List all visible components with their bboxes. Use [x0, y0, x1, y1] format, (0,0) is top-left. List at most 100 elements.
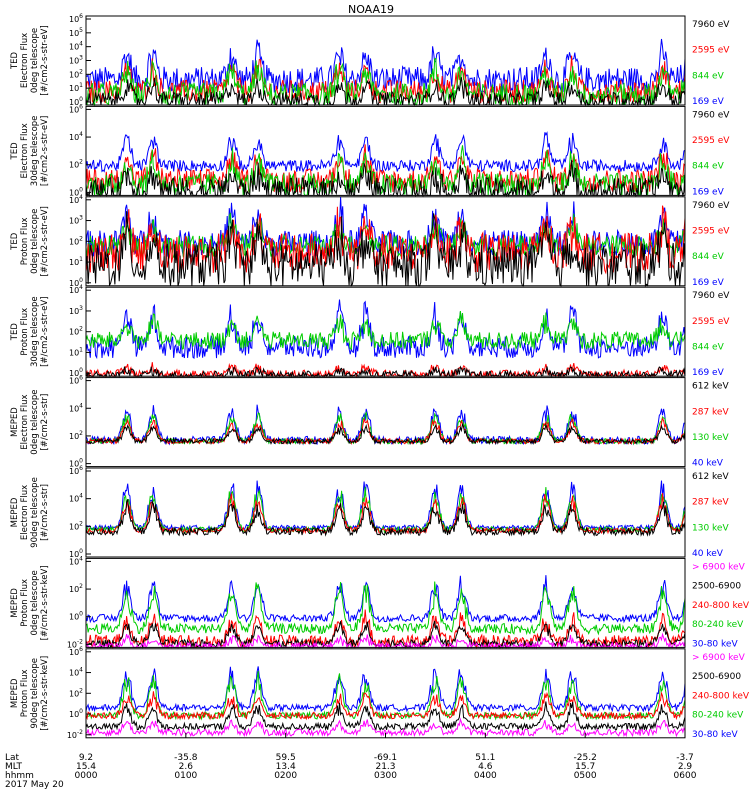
meped-p-90-ytick-label-2: 102: [69, 687, 83, 698]
meped-e-0-series-3: [85, 422, 686, 446]
meped-p-90-legend-1: 2500-6900: [692, 672, 741, 682]
ted-p-30-ylabel-line-0: TED: [10, 323, 20, 342]
meped-e-0-ytick-label-0: 100: [69, 458, 83, 469]
ted-e-0-ytick-label-4: 104: [69, 41, 83, 52]
meped-p-0-ylabel-line-3: [#/cm2-s-str-keV]: [40, 565, 50, 640]
meped-e-90-legend-1: 287 keV: [692, 498, 729, 508]
panel-ted-p-0: 100 101 102 103 104 TEDProton Flux0deg telesc…: [10, 194, 730, 288]
meped-p-90-ylabel-line-3: [#/cm2-s-str-keV]: [40, 656, 50, 731]
meped-p-0-ytick-label-1: 100: [69, 611, 83, 622]
ted-e-30-ytick-label-3: 106: [69, 103, 83, 114]
ted-e-30-ytick-label-2: 104: [69, 131, 83, 142]
meped-p-0-legend-1: 2500-6900: [692, 582, 741, 592]
meped-p-90-ylabel-line-0: MEPED: [10, 678, 20, 708]
ted-p-30-series-3: [85, 365, 686, 379]
meped-p-90-ytick-label-3: 104: [69, 667, 83, 678]
meped-e-90-series-3: [85, 499, 686, 537]
meped-e-90-ylabel: MEPEDElectron Flux90deg telescope[#/cm2-…: [10, 477, 50, 548]
meped-e-90-ytick-label-2: 104: [69, 493, 83, 504]
ted-p-30-legend-0: 7960 eV: [692, 291, 730, 301]
time-axis-lat-0: 9.2: [79, 753, 93, 763]
ted-e-30-ylabel-line-3: [#/cm2-s-str-eV]: [40, 116, 50, 186]
meped-e-0-ylabel: MEPEDElectron Flux0deg telescope[#/cm2-s…: [10, 389, 50, 454]
meped-p-90-series-2: [85, 691, 686, 721]
ted-p-0-ylabel-line-2: 0deg telescope: [30, 209, 40, 274]
ted-p-0-legend-0: 7960 eV: [692, 201, 730, 211]
ted-p-30-ytick-label-0: 100: [69, 367, 83, 378]
meped-p-90-series-0: [85, 666, 686, 713]
meped-e-0-legend-3: 40 keV: [692, 459, 724, 469]
meped-p-90-ytick-label-0: 10-2: [67, 729, 83, 740]
ted-p-0-series-3: [85, 211, 686, 288]
ted-p-0-legend-2: 844 eV: [692, 252, 725, 262]
meped-e-90-ylabel-line-2: 90deg telescope: [30, 477, 40, 548]
ted-e-0-ylabel: TEDElectron Flux0deg telescope[#/cm2-s-s…: [10, 25, 50, 95]
time-axis-lat-3: -69.1: [374, 753, 397, 763]
time-axis-row-label-1: MLT: [5, 762, 23, 772]
ted-p-30-legend-2: 844 eV: [692, 343, 725, 353]
meped-e-90-ylabel-line-1: Electron Flux: [20, 485, 30, 540]
panel-ted-e-30: 100 102 104 106 TEDElectron Flux30deg telesc…: [10, 103, 730, 197]
ted-e-0-ytick-label-6: 106: [69, 13, 83, 24]
meped-e-0-frame: [85, 377, 686, 468]
ted-e-30-legend-3: 169 eV: [692, 187, 725, 197]
ted-p-0-ytick-label-1: 101: [69, 256, 83, 267]
ted-p-0-ylabel-line-0: TED: [10, 232, 20, 251]
meped-e-90-legend-2: 130 keV: [692, 523, 729, 533]
ted-p-30-ylabel-line-2: 30deg telescope: [30, 296, 40, 367]
ted-e-30-legend-0: 7960 eV: [692, 110, 730, 120]
meped-p-90-ylabel-line-1: Proton Flux: [20, 669, 30, 717]
panel-meped-p-0: 10-2 100 102 104 MEPEDProton Flux0deg telesc…: [10, 555, 750, 649]
meped-p-0-ylabel-line-0: MEPED: [10, 588, 20, 618]
ted-e-0-series-3: [85, 77, 686, 107]
ted-e-0-series-2: [85, 57, 686, 107]
meped-e-90-ytick-label-3: 106: [69, 465, 83, 476]
ted-p-0-ytick-label-2: 102: [69, 235, 83, 246]
meped-p-90-series-3: [85, 701, 686, 732]
meped-e-0-ytick-label-3: 106: [69, 375, 83, 386]
ted-e-0-ytick-label-5: 105: [69, 27, 83, 38]
meped-p-0-series-1: [85, 581, 686, 636]
ted-p-0-ytick-label-3: 103: [69, 215, 83, 226]
meped-p-90-legend-3: 80-240 keV: [692, 711, 744, 721]
ted-e-30-legend-1: 2595 eV: [692, 136, 730, 146]
meped-e-0-ytick-label-2: 104: [69, 402, 83, 413]
time-axis-mlt-1: 2.6: [179, 762, 194, 772]
meped-e-0-ylabel-line-1: Electron Flux: [20, 394, 30, 449]
ted-e-0-legend-1: 2595 eV: [692, 46, 730, 56]
ted-e-30-frame: [85, 105, 686, 196]
meped-e-90-frame: [85, 467, 686, 558]
time-axis-hhmm-4: 0400: [474, 771, 497, 781]
meped-p-0-legend-4: 30-80 keV: [692, 639, 738, 649]
time-axis-hhmm-3: 0300: [374, 771, 397, 781]
ted-p-30-ytick-label-1: 101: [69, 346, 83, 357]
ted-p-30-frame: [85, 286, 686, 377]
meped-e-0-legend-1: 287 keV: [692, 407, 729, 417]
ted-e-30-legend-2: 844 eV: [692, 162, 725, 172]
meped-e-90-ytick-label-0: 100: [69, 548, 83, 559]
meped-p-0-frame: [85, 557, 686, 648]
ted-e-0-ytick-label-3: 103: [69, 55, 83, 66]
meped-e-0-ytick-label-1: 102: [69, 430, 83, 441]
meped-p-0-ytick-label-0: 10-2: [67, 638, 83, 649]
ted-e-0-legend-2: 844 eV: [692, 71, 725, 81]
meped-e-90-series-2: [85, 492, 686, 535]
time-axis-mlt-6: 2.9: [678, 762, 693, 772]
time-axis-mlt-2: 13.4: [276, 762, 296, 772]
meped-p-90-legend-2: 240-800 keV: [692, 691, 750, 701]
time-axis-hhmm-2: 0200: [274, 771, 297, 781]
time-axis-lat-1: -35.8: [174, 753, 198, 763]
time-axis-row-label-3: 2017 May 20: [5, 780, 64, 790]
time-axis-row-label-2: hhmm: [5, 771, 34, 781]
meped-e-90-series-0: [85, 480, 686, 532]
ted-p-30-ylabel: TEDProton Flux30deg telescope[#/cm2-s-st…: [10, 296, 50, 367]
ted-p-0-ytick-label-4: 104: [69, 194, 83, 205]
ted-e-30-ytick-label-1: 102: [69, 159, 83, 170]
ted-p-30-legend-3: 169 eV: [692, 368, 725, 378]
panel-meped-p-90: 10-2 100 102 104 106 MEPEDProton Flux90deg te…: [10, 646, 750, 740]
meped-p-0-legend-2: 240-800 keV: [692, 601, 750, 611]
meped-p-90-ylabel: MEPEDProton Flux90deg telescope[#/cm2-s-…: [10, 656, 50, 731]
ted-e-30-ylabel: TEDElectron Flux30deg telescope[#/cm2-s-…: [10, 116, 50, 187]
